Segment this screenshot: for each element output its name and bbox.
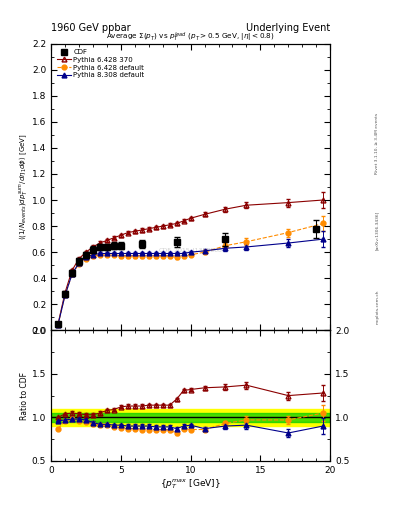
X-axis label: $\{p_T^{max}$ [GeV]$\}$: $\{p_T^{max}$ [GeV]$\}$ [160, 477, 221, 491]
Text: [arXiv:1306.3436]: [arXiv:1306.3436] [375, 211, 379, 250]
Legend: CDF, Pythia 6.428 370, Pythia 6.428 default, Pythia 8.308 default: CDF, Pythia 6.428 370, Pythia 6.428 defa… [55, 47, 147, 80]
Text: 1960 GeV ppbar: 1960 GeV ppbar [51, 23, 131, 33]
Text: mcplots.cern.ch: mcplots.cern.ch [375, 290, 379, 325]
Bar [51, 409, 330, 426]
Text: Underlying Event: Underlying Event [246, 23, 330, 33]
Y-axis label: $\langle(1/N_{events}) dp_T^{sum}/d\eta_1 d\phi\rangle$ [GeV]: $\langle(1/N_{events}) dp_T^{sum}/d\eta_… [17, 134, 29, 240]
Text: CDF_2015_I1388868: CDF_2015_I1388868 [159, 247, 222, 253]
Y-axis label: Ratio to CDF: Ratio to CDF [20, 372, 29, 420]
Bar [51, 413, 330, 422]
Text: Rivet 3.1.10, ≥ 3.4M events: Rivet 3.1.10, ≥ 3.4M events [375, 113, 379, 174]
Title: Average $\Sigma(p_T)$ vs $p_T^{lead}$ ($p_T > 0.5$ GeV, $|\eta| < 0.8$): Average $\Sigma(p_T)$ vs $p_T^{lead}$ ($… [107, 30, 275, 44]
